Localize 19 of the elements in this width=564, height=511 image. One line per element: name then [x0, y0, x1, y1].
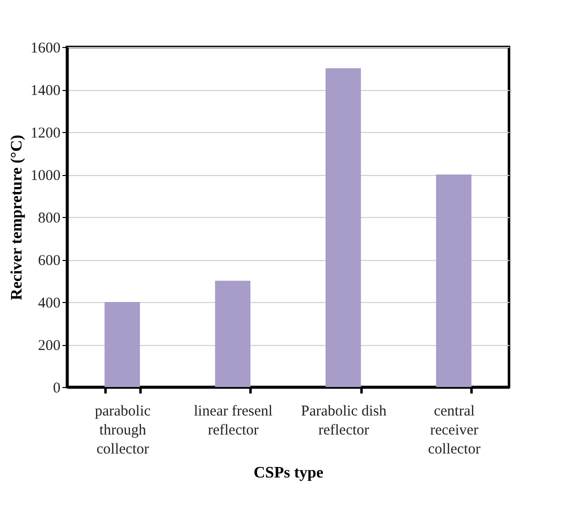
- y-tick-label: 1400: [30, 83, 60, 99]
- x-tick-label: Parabolic dish reflector: [301, 404, 387, 438]
- x-tick-label: parabolic through collector: [94, 404, 151, 458]
- bar: [436, 174, 472, 387]
- bar: [215, 280, 250, 387]
- y-tick-label: 600: [38, 253, 60, 269]
- x-axis-title: CSPs type: [254, 464, 324, 482]
- y-tick-label: 1200: [30, 126, 60, 142]
- bar: [326, 68, 361, 387]
- y-tick-label: 0: [53, 380, 60, 396]
- y-tick-label: 1000: [30, 168, 60, 184]
- y-tick-label: 400: [38, 296, 60, 312]
- y-tick-label: 200: [38, 338, 60, 354]
- y-tick-label: 1600: [30, 40, 60, 56]
- y-axis-title: Reciver tempreture (°C): [8, 134, 26, 300]
- x-tick-label: linear fresenl reflector: [194, 404, 273, 438]
- bar: [104, 302, 140, 387]
- x-tick-label: central receiver collector: [428, 404, 480, 458]
- y-tick-label: 800: [38, 210, 60, 226]
